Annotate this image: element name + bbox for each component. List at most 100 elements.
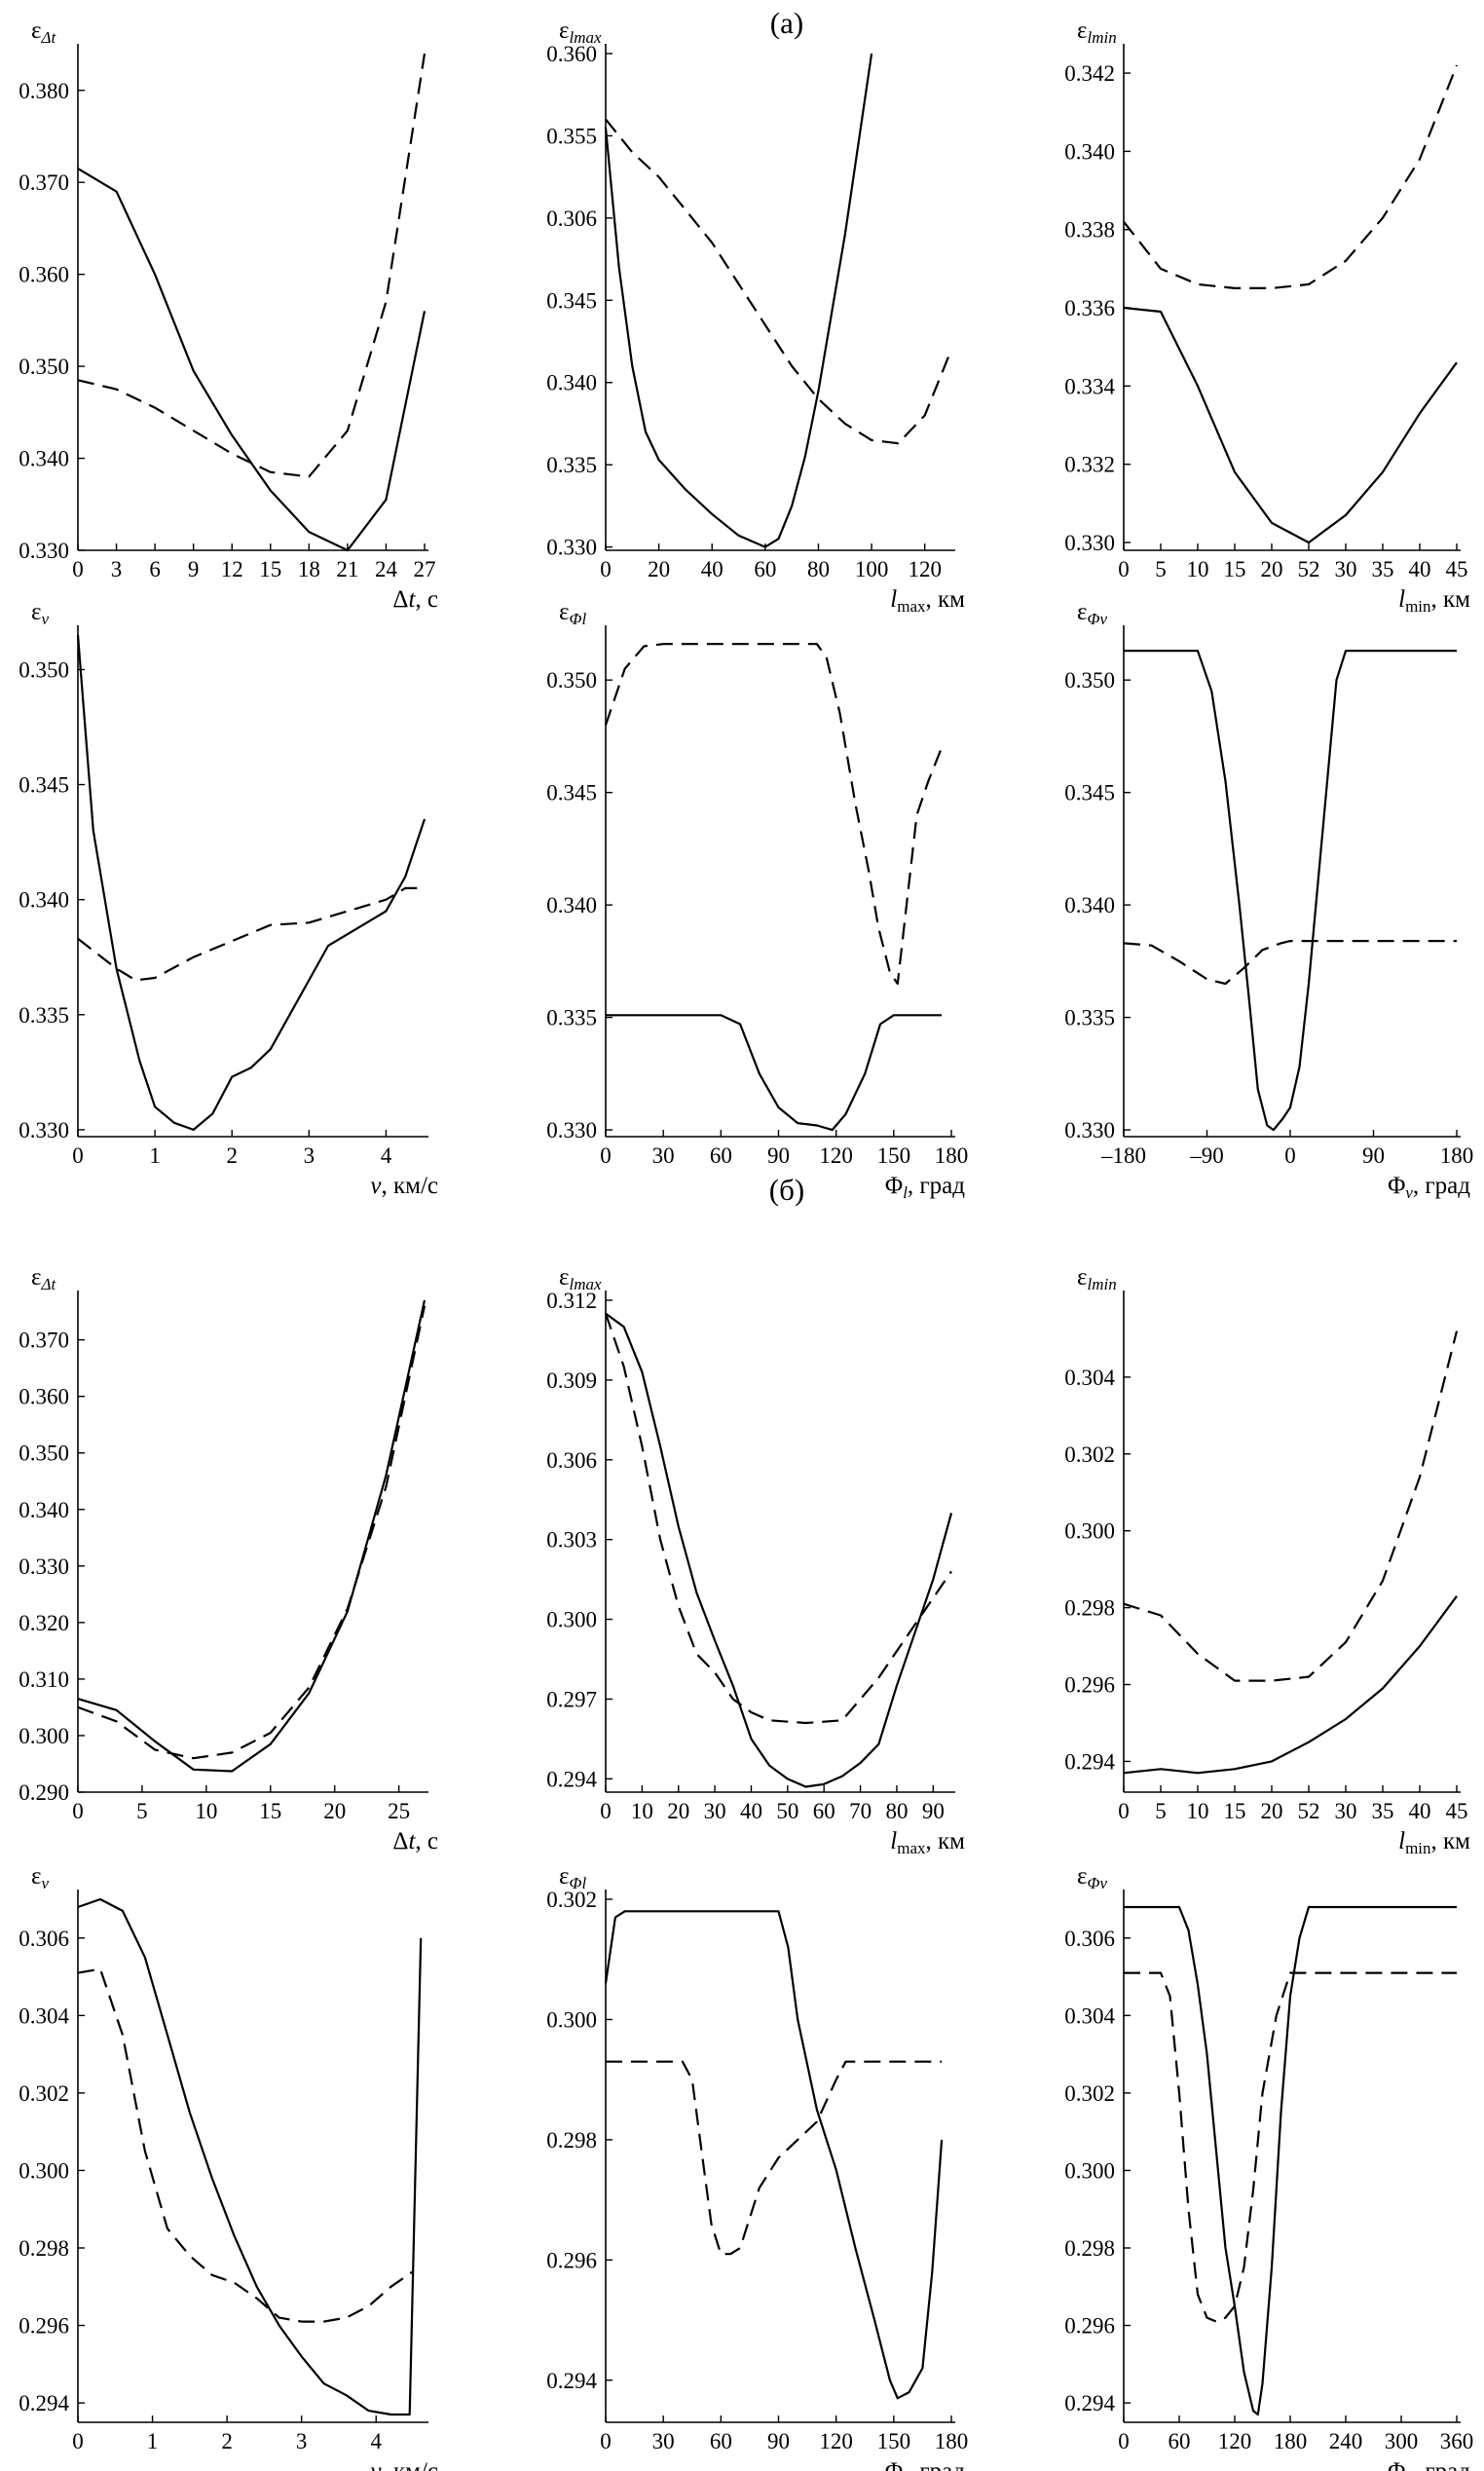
x-axis-label: v, км/с xyxy=(370,2458,438,2471)
y-tick-label: 0.306 xyxy=(546,1448,597,1473)
x-tick-label: 3 xyxy=(304,1143,315,1168)
x-tick-label: 40 xyxy=(740,1799,762,1823)
series-dashed-line xyxy=(1123,64,1459,289)
y-tick-label: 0.360 xyxy=(19,263,69,287)
x-tick-label: 240 xyxy=(1329,2429,1363,2453)
y-tick-label: 0.335 xyxy=(546,1006,597,1030)
x-tick-label: 2 xyxy=(221,2429,233,2453)
y-tick-label: 0.330 xyxy=(546,1118,597,1142)
y-tick-label: 0.304 xyxy=(1064,2003,1115,2028)
y-tick-label: 0.310 xyxy=(19,1667,69,1692)
y-tick-label: 0.298 xyxy=(546,2128,597,2153)
x-axis-label: lmax, км xyxy=(890,586,965,616)
y-axis-label: εv xyxy=(31,1863,50,1892)
series-solid-line xyxy=(76,634,427,1131)
x-tick-label: 90 xyxy=(767,1143,790,1168)
x-tick-label: 90 xyxy=(767,2429,790,2453)
y-axis-label: εlmin xyxy=(1077,18,1117,47)
x-tick-label: 20 xyxy=(323,1799,346,1823)
y-axis-label: εlmax xyxy=(559,1264,602,1293)
x-tick-label: 10 xyxy=(1187,557,1209,581)
x-tick-label: 0 xyxy=(1284,1143,1296,1168)
x-tick-label: 0 xyxy=(72,557,84,581)
y-tick-label: 0.302 xyxy=(1064,2081,1115,2106)
x-tick-label: 30 xyxy=(704,1799,726,1823)
x-tick-label: 120 xyxy=(908,557,942,581)
y-axis-label: εΦl xyxy=(559,1863,586,1892)
series-solid-line xyxy=(77,1897,423,2416)
series-solid-line xyxy=(605,1312,953,1788)
series-dashed-line xyxy=(605,118,953,445)
y-tick-label: 0.309 xyxy=(546,1368,597,1393)
x-tick-label: 20 xyxy=(667,1799,689,1823)
series-solid-line xyxy=(77,1299,427,1773)
y-tick-label: 0.330 xyxy=(1064,1118,1115,1142)
chart-a3: 0 5 10 15 20 52 30 35 40 45 0.330 0.332 0.334 0.336 0.… xyxy=(1064,18,1470,616)
x-tick-label: 20 xyxy=(1261,1799,1283,1823)
y-tick-label: 0.335 xyxy=(1064,1006,1115,1030)
series-dashed-line xyxy=(1123,1330,1459,1682)
x-tick-label: 45 xyxy=(1446,557,1468,581)
x-tick-label: 35 xyxy=(1372,1799,1394,1823)
x-tick-label: 4 xyxy=(370,2429,382,2453)
x-axis-label: lmin, км xyxy=(1398,1828,1470,1857)
chart-a6: –180 –90 0 90 180 0.330 0.335 0.340 0.345 0.350 εΦ… xyxy=(1064,599,1473,1202)
y-tick-label: 0.350 xyxy=(19,355,69,379)
x-tick-label: 0 xyxy=(600,2429,612,2453)
series-solid-line xyxy=(1123,306,1458,544)
y-tick-label: 0.340 xyxy=(1064,893,1115,917)
x-tick-label: 180 xyxy=(1440,1143,1474,1168)
y-tick-label: 0.338 xyxy=(1064,218,1115,243)
x-tick-label: 120 xyxy=(1218,2429,1252,2453)
x-axis-label: Δt, с xyxy=(392,1828,438,1854)
y-tick-label: 0.296 xyxy=(1064,2314,1115,2339)
y-tick-label: 0.340 xyxy=(1064,139,1115,164)
x-tick-label: 180 xyxy=(1274,2429,1308,2453)
y-tick-label: 0.360 xyxy=(546,42,597,66)
y-tick-label: 0.370 xyxy=(19,170,69,195)
chart-b1: 0 5 10 15 20 25 0.290 0.300 0.310 0.320 0.330 0.340… xyxy=(19,1264,438,1854)
panel-label-b: (б) xyxy=(769,1173,804,1207)
x-tick-label: 300 xyxy=(1385,2429,1419,2453)
series-dashed-line xyxy=(606,2060,943,2256)
series-dashed-line xyxy=(1124,1971,1457,2323)
y-tick-label: 0.340 xyxy=(546,893,597,917)
y-tick-label: 0.312 xyxy=(546,1289,597,1313)
series-dashed-line xyxy=(77,886,425,982)
x-tick-label: 60 xyxy=(710,2429,732,2453)
x-tick-label: 360 xyxy=(1440,2429,1474,2453)
panel-label-a: (а) xyxy=(770,6,803,40)
chart-b3: 0 5 10 15 20 52 30 35 40 45 0.294 0.296 0.298 0.300 0.… xyxy=(1064,1264,1470,1857)
x-tick-label: 1 xyxy=(149,1143,161,1168)
x-tick-label: 120 xyxy=(819,1143,853,1168)
y-tick-label: 0.300 xyxy=(546,2007,597,2032)
y-tick-label: 0.345 xyxy=(1064,781,1115,805)
y-tick-label: 0.304 xyxy=(1064,1366,1115,1390)
x-tick-label: 15 xyxy=(1224,1799,1246,1823)
y-tick-label: 0.335 xyxy=(546,453,597,477)
y-tick-label: 0.306 xyxy=(19,1927,69,1951)
chart-b4: 0 1 2 3 4 0.294 0.296 0.298 0.300 0.302 0.304 0.306… xyxy=(19,1863,438,2471)
x-axis-label: Φl, град xyxy=(885,1173,965,1202)
y-tick-label: 0.320 xyxy=(19,1611,69,1635)
y-axis-label: εΦl xyxy=(559,599,586,628)
x-tick-label: 60 xyxy=(754,557,776,581)
x-tick-label: 24 xyxy=(375,557,398,581)
series-solid-line xyxy=(604,1910,944,2400)
chart-a2: 0 20 40 60 80 100 120 0.330 0.335 0.340 0.345 0.306… xyxy=(546,18,965,616)
series-solid-line xyxy=(606,1014,943,1132)
y-tick-label: 0.340 xyxy=(19,1498,69,1522)
y-tick-label: 0.304 xyxy=(19,2003,69,2028)
y-tick-label: 0.297 xyxy=(546,1687,597,1711)
y-tick-label: 0.302 xyxy=(19,2081,69,2106)
series-dashed-line xyxy=(604,643,944,986)
x-tick-label: 45 xyxy=(1446,1799,1468,1823)
x-tick-label: 90 xyxy=(1362,1143,1385,1168)
x-tick-label: 0 xyxy=(600,1143,612,1168)
y-tick-label: 0.306 xyxy=(1064,1927,1115,1951)
chart-grid: 0 3 6 9 12 15 18 21 24 270.3300.3400.3500.3600.37… xyxy=(19,18,1473,2471)
y-axis-label: εlmax xyxy=(559,18,602,47)
y-axis-label: εΦv xyxy=(1077,1863,1107,1892)
y-tick-label: 0.298 xyxy=(19,2236,69,2261)
x-tick-label: 5 xyxy=(1155,1799,1167,1823)
